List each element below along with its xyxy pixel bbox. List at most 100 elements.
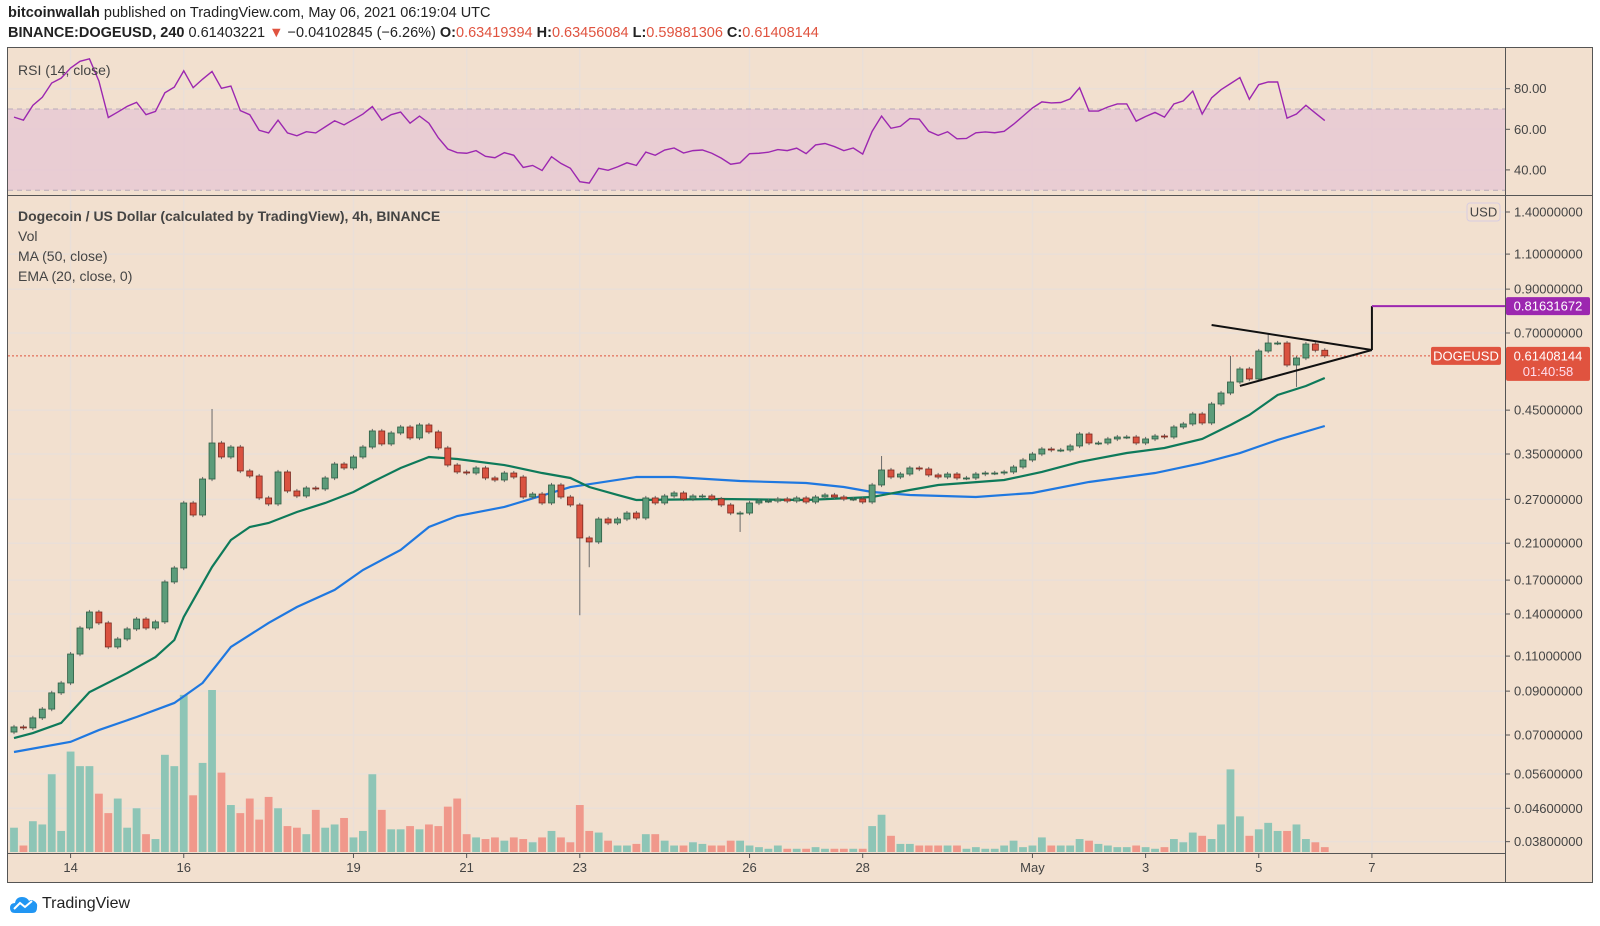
candle-down [953,473,961,479]
candle-up [944,473,951,478]
price-tick-label: 0.90000000 [1514,282,1583,297]
time-tick-label: 14 [63,860,77,875]
candle-up [1236,368,1244,383]
volume-bar [19,845,28,852]
volume-bar [1094,843,1103,852]
volume-bar [38,824,47,852]
candle-down [783,498,791,502]
candle-down [1047,448,1055,451]
volume-bar [321,827,330,852]
low-value: 0.59881306 [646,25,723,41]
rsi-pane[interactable] [13,58,1326,184]
candle-down [934,474,942,478]
high-label: H: [536,25,552,41]
tradingview-logo[interactable]: TradingView [10,894,130,914]
candle-up [698,495,706,498]
volume-bar [28,821,37,852]
volume-bar [538,837,546,852]
symbol-ohlc-line: BINANCE:DOGEUSD, 240 0.61403221 ▼ −0.041… [8,25,819,41]
candle-down [378,430,386,445]
price-tick-label: 0.05600000 [1514,766,1583,781]
triangle-lower-line[interactable] [1239,349,1373,387]
time-tick-label: 16 [177,860,191,875]
candle-up [661,495,669,504]
candle-down [802,497,810,503]
bar-countdown: 01:40:58 [1523,364,1574,379]
candle-down [1245,368,1253,380]
volume-bar [660,840,669,852]
volume-bar [179,694,188,852]
volume-bar [462,834,471,852]
price-tick-label: 0.03800000 [1514,834,1583,849]
volume-bar [707,845,716,852]
candle-down [406,426,414,439]
candle-up [1189,413,1197,425]
drawings[interactable] [1211,305,1505,387]
volume-bar [528,842,537,852]
candle-up [123,628,131,640]
price-tick-label: 0.45000000 [1514,403,1583,418]
volume-bar [557,837,565,852]
volume-bar [1085,840,1093,852]
volume-bar [283,826,292,852]
candle-down [925,468,933,476]
volume-bar [1047,845,1056,852]
candle-up [1302,343,1310,359]
candle-up [359,446,367,458]
candle-down [284,471,291,492]
volume-bar [1292,824,1301,852]
candle-up [614,518,621,524]
candle-up [642,497,650,519]
candle-up [397,426,405,434]
candle-up [387,432,395,445]
price-tick-label: 0.35000000 [1514,447,1583,462]
ema-legend: EMA (20, close, 0) [18,268,132,284]
candle-down [444,447,452,466]
volume-bar [481,839,490,852]
volume-bar [1283,830,1291,852]
candle-up [812,496,819,503]
volume-bar [1132,845,1141,852]
volume-bar [274,808,282,852]
candle-up [1066,445,1074,451]
target-price-value: 0.81631672 [1514,299,1583,314]
volume-bar [641,834,650,852]
volume-bar [566,842,575,852]
candle-down [20,726,27,729]
volume-bar [1113,847,1122,852]
candle-down [104,622,112,648]
candle-up [821,494,829,498]
candle-up [1170,426,1178,438]
volume-bar [519,839,528,852]
volume-bar [434,826,443,852]
candle-up [180,502,188,569]
volume-bar [1151,848,1159,852]
candle-down [708,495,716,500]
candle-up [689,495,697,500]
volume-bar [255,819,264,852]
volume-bar [1236,816,1244,852]
volume-bar [1273,830,1282,852]
candle-up [321,477,329,490]
volume-bar [340,817,348,852]
candle-up [29,717,37,729]
candle-down [189,502,197,516]
triangle-upper-line[interactable] [1211,323,1373,352]
price-tick-label: 1.40000000 [1514,204,1583,219]
volume-bar [57,830,66,852]
volume-bar [208,690,216,852]
candle-down [1311,343,1319,351]
candle-up [57,682,65,694]
candle-up [368,430,376,448]
volume-bar [623,845,631,852]
candle-down [142,618,150,629]
volume-bar [387,829,396,852]
candle-up [274,471,282,505]
candle-down [566,496,574,506]
candle-up [529,493,537,498]
candle-up [991,472,999,475]
currency-badge[interactable]: USD [1466,202,1501,222]
volume-bar [396,829,405,852]
volume-bar [547,830,556,852]
